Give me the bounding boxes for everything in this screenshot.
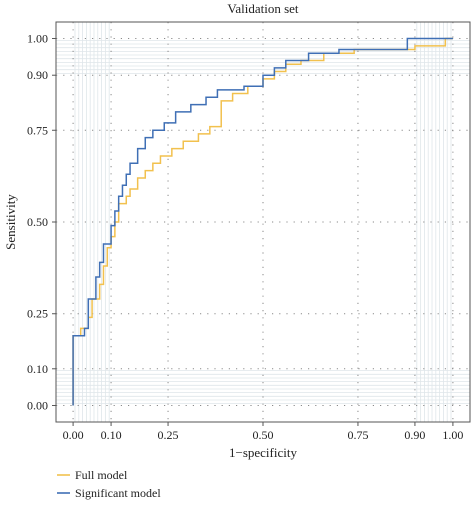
y-tick-label: 0.25 <box>27 307 48 321</box>
x-tick-label: 0.90 <box>404 428 425 442</box>
series-lines <box>72 37 453 406</box>
series-line-significant-model <box>72 37 453 406</box>
chart-title: Validation set <box>227 1 299 16</box>
series-line-full-model <box>72 37 453 406</box>
legend: Full model Significant model <box>57 468 161 500</box>
x-tick-label: 0.10 <box>101 428 122 442</box>
x-tick-label: 1.00 <box>442 428 463 442</box>
x-tick-label: 0.50 <box>253 428 274 442</box>
y-axis-title: Sensitivity <box>3 194 18 250</box>
grid-lines <box>56 22 470 422</box>
x-tick-label: 0.75 <box>347 428 368 442</box>
y-tick-label: 0.90 <box>27 68 48 82</box>
x-axis-title: 1−specificity <box>229 445 297 460</box>
x-tick-label: 0.00 <box>63 428 84 442</box>
legend-label-full-model: Full model <box>75 468 128 482</box>
y-tick-label: 0.75 <box>27 123 48 137</box>
y-tick-label: 0.10 <box>27 362 48 376</box>
y-tick-label: 1.00 <box>27 32 48 46</box>
y-tick-label: 0.50 <box>27 215 48 229</box>
x-tick-label: 0.25 <box>158 428 179 442</box>
axis-ticks: 0.00 0.10 0.25 0.50 0.75 0.90 1.00 0.00 0.10 0.25… <box>27 32 463 442</box>
y-tick-label: 0.00 <box>27 398 48 412</box>
legend-label-significant-model: Significant model <box>75 486 161 500</box>
